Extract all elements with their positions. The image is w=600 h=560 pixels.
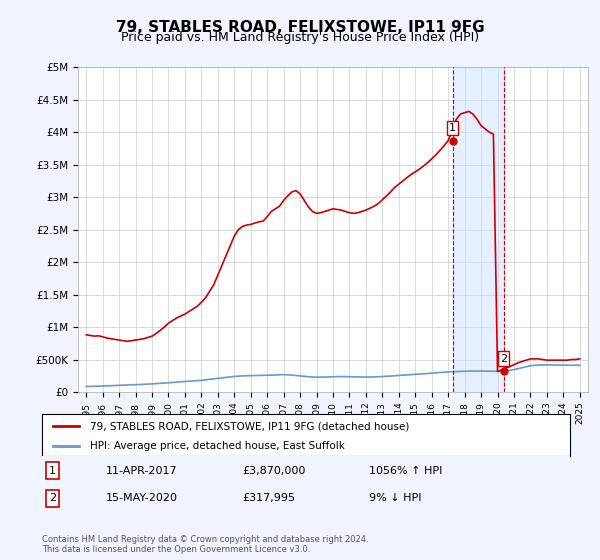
Bar (453, 67, 503, 392)
Text: 2: 2 (500, 353, 507, 363)
Text: 79, STABLES ROAD, FELIXSTOWE, IP11 9FG: 79, STABLES ROAD, FELIXSTOWE, IP11 9FG (116, 20, 484, 35)
Text: 11-APR-2017: 11-APR-2017 (106, 465, 177, 475)
Text: 1: 1 (449, 123, 456, 133)
Text: £3,870,000: £3,870,000 (242, 465, 306, 475)
Text: 9% ↓ HPI: 9% ↓ HPI (370, 493, 422, 503)
Text: Price paid vs. HM Land Registry's House Price Index (HPI): Price paid vs. HM Land Registry's House … (121, 31, 479, 44)
Text: 79, STABLES ROAD, FELIXSTOWE, IP11 9FG (detached house): 79, STABLES ROAD, FELIXSTOWE, IP11 9FG (… (89, 421, 409, 431)
Text: 1056% ↑ HPI: 1056% ↑ HPI (370, 465, 443, 475)
Text: 15-MAY-2020: 15-MAY-2020 (106, 493, 178, 503)
Text: 2: 2 (49, 493, 56, 503)
Text: £317,995: £317,995 (242, 493, 296, 503)
Text: HPI: Average price, detached house, East Suffolk: HPI: Average price, detached house, East… (89, 441, 344, 451)
Text: Contains HM Land Registry data © Crown copyright and database right 2024.
This d: Contains HM Land Registry data © Crown c… (42, 535, 368, 554)
Text: 1: 1 (49, 465, 56, 475)
